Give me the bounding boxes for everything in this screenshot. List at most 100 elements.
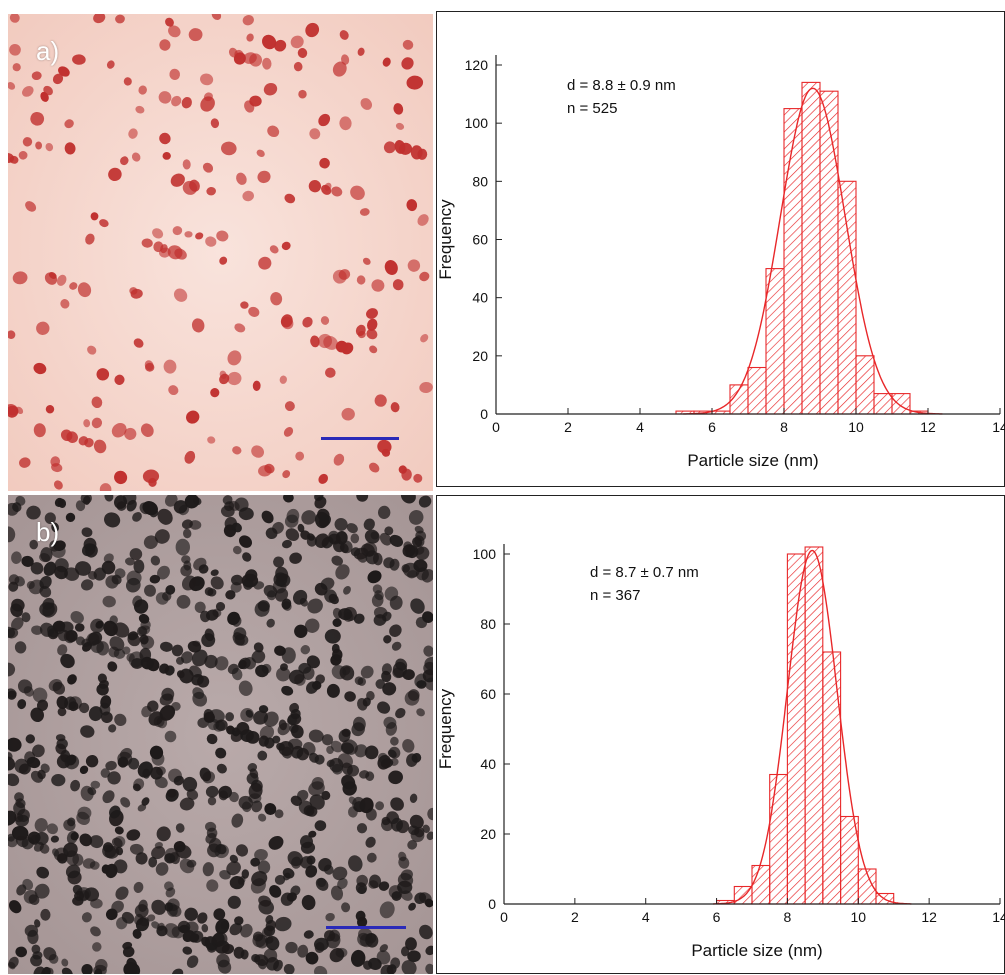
- particle: [175, 538, 191, 556]
- particle: [232, 446, 242, 455]
- particle: [278, 719, 287, 731]
- particle: [132, 512, 142, 522]
- particle: [330, 740, 343, 753]
- particle: [57, 707, 67, 717]
- particle: [87, 787, 97, 796]
- particle: [414, 525, 424, 534]
- annotation-mean-diameter: d = 8.7 ± 0.7 nm: [590, 564, 699, 581]
- particle: [283, 495, 294, 503]
- particle: [423, 645, 433, 657]
- particle: [320, 577, 335, 591]
- particle: [66, 754, 77, 766]
- particle: [8, 756, 16, 771]
- particle: [9, 14, 20, 23]
- particle: [407, 259, 421, 272]
- particle: [268, 835, 284, 850]
- particle: [219, 870, 231, 880]
- particle: [124, 427, 137, 440]
- particle: [400, 946, 410, 957]
- annotation-count: n = 367: [590, 587, 640, 604]
- particle: [383, 635, 392, 644]
- particle: [235, 844, 249, 857]
- particle: [382, 611, 392, 622]
- particle: [326, 683, 340, 698]
- particle: [126, 829, 141, 841]
- particle: [210, 569, 219, 576]
- particle: [33, 842, 44, 852]
- particle: [232, 632, 245, 646]
- particle: [13, 801, 26, 816]
- particle: [330, 654, 342, 666]
- x-tick-label: 10: [848, 419, 864, 435]
- particle: [261, 663, 272, 674]
- particle: [264, 463, 275, 474]
- particle: [178, 504, 190, 516]
- particle: [173, 775, 184, 786]
- particle: [226, 861, 241, 876]
- particle: [8, 662, 16, 677]
- particle: [25, 201, 37, 212]
- particle: [328, 593, 339, 605]
- particle: [30, 111, 45, 126]
- particle: [99, 219, 109, 228]
- particle: [191, 649, 208, 667]
- annotation-count: n = 525: [567, 100, 617, 117]
- particle: [221, 141, 237, 156]
- particle: [245, 709, 254, 718]
- particle: [294, 624, 308, 638]
- particle: [420, 334, 429, 343]
- particle: [32, 687, 48, 703]
- particle: [390, 736, 399, 746]
- particle: [394, 139, 406, 154]
- particle: [408, 825, 420, 836]
- y-tick-label: 100: [473, 546, 497, 562]
- x-tick-label: 4: [642, 909, 650, 925]
- particle: [309, 794, 325, 810]
- particle: [324, 930, 336, 942]
- particle: [360, 665, 374, 679]
- particle: [350, 185, 365, 200]
- particle: [75, 500, 86, 512]
- particle: [413, 473, 423, 483]
- particle: [425, 963, 433, 974]
- particle: [407, 840, 418, 850]
- particle: [104, 512, 121, 528]
- particle: [34, 919, 41, 928]
- particle: [30, 707, 44, 723]
- particle: [384, 260, 398, 275]
- particle: [332, 61, 347, 77]
- particle: [131, 152, 141, 162]
- particle: [383, 557, 395, 569]
- particle: [105, 760, 117, 771]
- particle: [173, 840, 186, 853]
- particle: [23, 686, 34, 697]
- y-tick-label: 120: [465, 57, 489, 73]
- y-tick-label: 60: [472, 232, 488, 248]
- particle: [251, 800, 263, 813]
- particle: [141, 797, 150, 806]
- particle: [130, 288, 143, 299]
- particle: [8, 526, 16, 543]
- particle: [401, 564, 410, 573]
- particle: [366, 308, 378, 319]
- particle: [11, 551, 22, 564]
- particle: [240, 729, 254, 743]
- particle: [356, 275, 366, 285]
- particle: [402, 669, 415, 681]
- particle: [205, 821, 217, 832]
- particle: [165, 585, 176, 595]
- particle: [219, 370, 227, 379]
- particle: [411, 753, 422, 763]
- particle: [359, 208, 370, 216]
- particle: [57, 629, 70, 642]
- particle: [250, 878, 266, 894]
- particle: [424, 898, 433, 908]
- particle: [104, 845, 120, 859]
- particle: [90, 780, 101, 789]
- particle: [284, 193, 296, 204]
- particle: [159, 693, 174, 706]
- particle: [65, 864, 81, 879]
- particle: [395, 122, 405, 130]
- particle: [133, 599, 149, 614]
- particle: [257, 170, 271, 184]
